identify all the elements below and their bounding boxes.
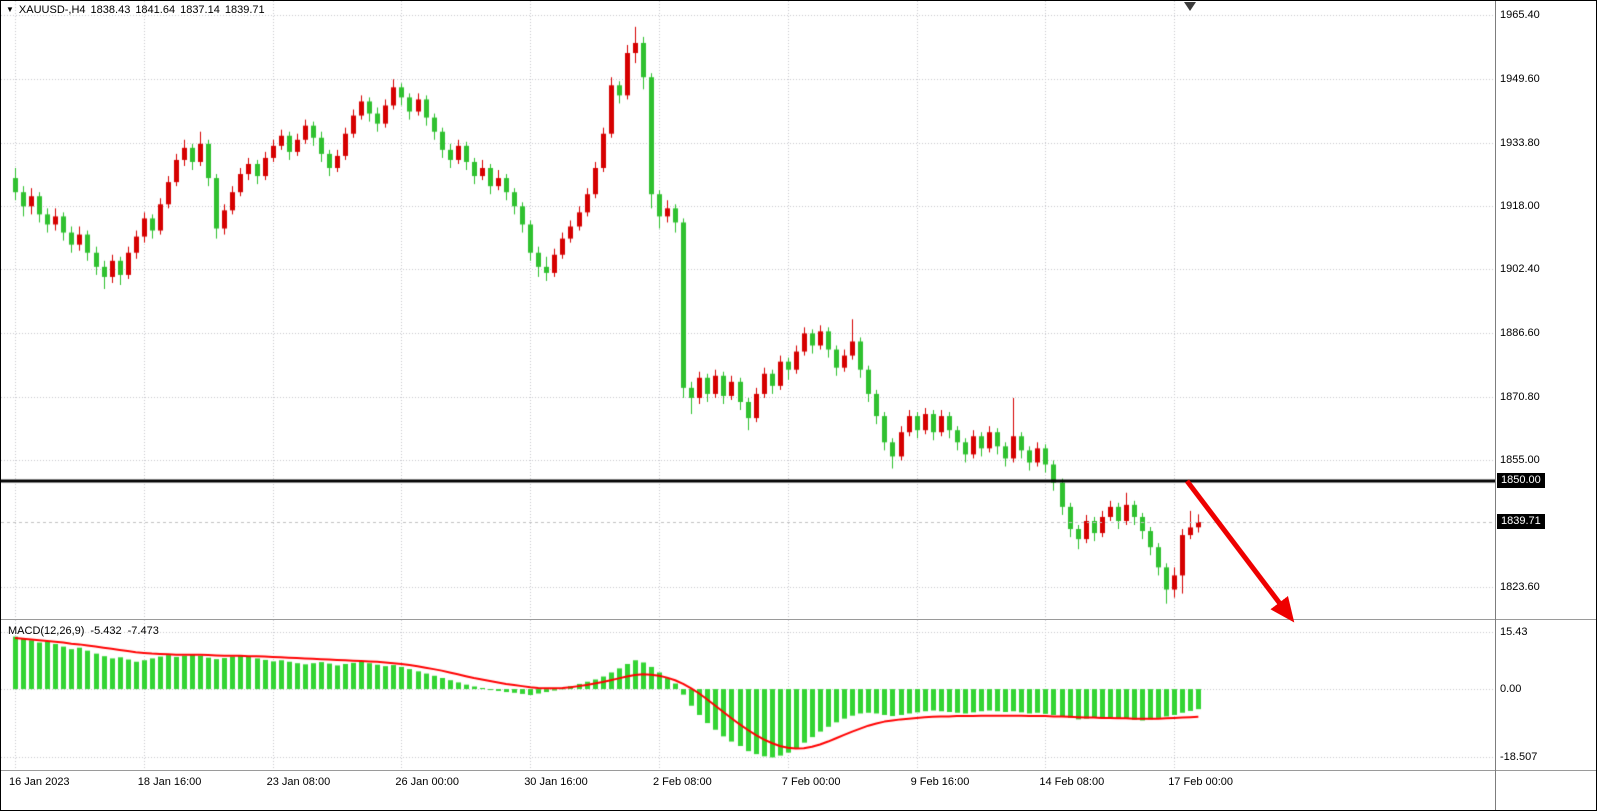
time-axis-label: 16 Jan 2023: [9, 776, 70, 788]
price-axis-label: 1855.00: [1500, 454, 1540, 467]
time-axis-label: 17 Feb 00:00: [1168, 776, 1234, 788]
time-axis-label: 14 Feb 08:00: [1039, 776, 1105, 788]
panel-separator: [1, 770, 1596, 771]
bar-low-value: 1837.14: [180, 4, 220, 16]
price-axis-label: 1965.40: [1500, 9, 1540, 22]
symbol-dropdown-icon[interactable]: ▼: [6, 5, 14, 14]
time-axis-label: 2 Feb 08:00: [653, 776, 712, 788]
price-badge: 1850.00: [1497, 472, 1545, 488]
macd-value: -5.432: [90, 625, 122, 637]
symbol-timeframe-label: XAUUSD-,H4: [18, 4, 86, 16]
symbol-info-bar: ▼ XAUUSD-,H4 1838.43 1841.64 1837.14 183…: [6, 4, 265, 16]
bar-open-value: 1838.43: [90, 4, 131, 16]
time-axis-label: 9 Feb 16:00: [910, 776, 970, 788]
macd-indicator-canvas[interactable]: [1, 620, 1495, 770]
price-axis-label: 1949.60: [1500, 72, 1540, 85]
macd-axis-label: 0.00: [1500, 683, 1522, 696]
price-axis-label: 1823.60: [1500, 581, 1540, 594]
macd-axis-label: -18.507: [1500, 751, 1538, 764]
time-axis-label: 23 Jan 08:00: [266, 776, 331, 788]
macd-signal-value: -7.473: [127, 625, 159, 637]
time-axis-label: 7 Feb 00:00: [781, 776, 841, 788]
time-axis-label: 30 Jan 16:00: [524, 776, 588, 788]
price-badge: 1839.71: [1497, 514, 1545, 530]
price-axis-label: 1933.80: [1500, 136, 1540, 149]
macd-indicator-label: MACD(12,26,9) -5.432 -7.473: [8, 625, 159, 637]
price-axis[interactable]: 1965.40 1949.60 1933.80 1918.00 1902.40 1886.…: [1496, 1, 1596, 810]
chart-shift-marker-icon[interactable]: [1184, 2, 1196, 11]
candlestick-chart-canvas[interactable]: [1, 1, 1495, 619]
time-axis-label: 18 Jan 16:00: [137, 776, 202, 788]
price-axis-label: 1870.80: [1500, 390, 1540, 403]
price-axis-label: 1918.00: [1500, 200, 1540, 213]
bar-high-value: 1841.64: [135, 4, 176, 16]
panel-separator[interactable]: [1, 619, 1596, 620]
macd-axis-label: 15.43: [1500, 626, 1528, 639]
bar-close-value: 1839.71: [224, 4, 265, 16]
price-axis-separator: [1495, 1, 1496, 810]
price-axis-label: 1886.60: [1500, 326, 1540, 339]
macd-name: MACD(12,26,9): [8, 625, 85, 637]
price-axis-label: 1902.40: [1500, 263, 1540, 276]
time-axis[interactable]: 16 Jan 2023 18 Jan 16:00 23 Jan 08:00 26 Ja…: [1, 771, 1495, 810]
time-axis-label: 26 Jan 00:00: [395, 776, 460, 788]
